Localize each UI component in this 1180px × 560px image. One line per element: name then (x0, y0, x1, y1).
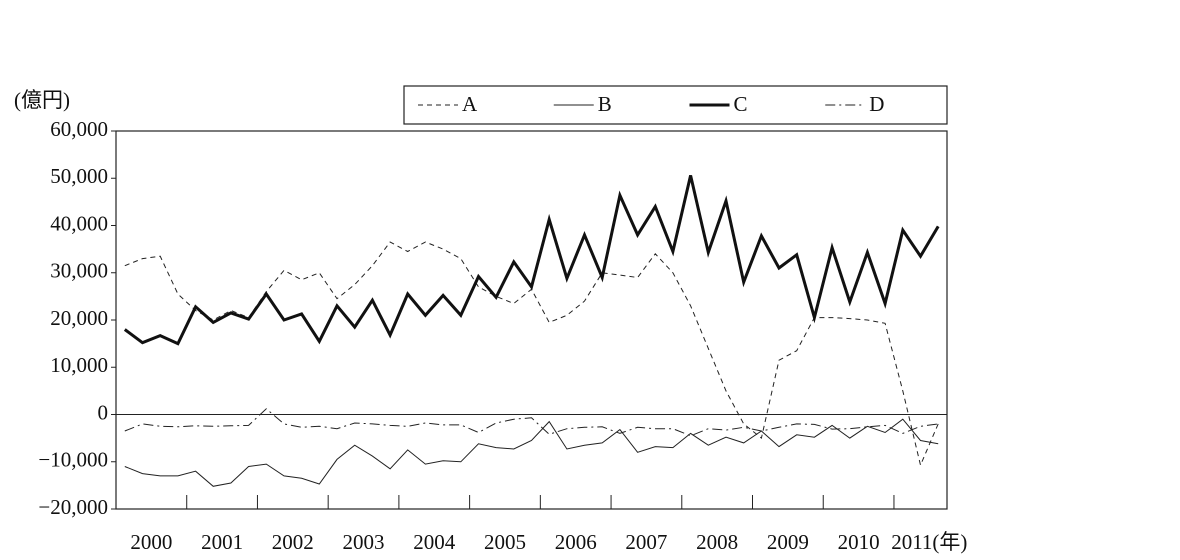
y-tick-label: 0 (98, 400, 109, 424)
series-line (124, 408, 939, 437)
legend-label: C (734, 92, 748, 116)
x-tick-label: 2004 (413, 530, 456, 554)
x-tick-label: 2009 (767, 530, 809, 554)
y-tick-label: −10,000 (38, 448, 108, 472)
x-tick-label: 2011(年) (891, 530, 967, 554)
legend-box (403, 85, 948, 125)
x-tick-label: 2006 (555, 530, 597, 554)
y-tick-label: 30,000 (50, 259, 108, 283)
plot-frame (115, 130, 948, 510)
x-tick-label: 2010 (838, 530, 880, 554)
y-tick-label: 60,000 (50, 117, 108, 141)
series-line (123, 175, 940, 346)
legend-label: D (869, 92, 884, 116)
legend-label: B (598, 92, 612, 116)
x-tick-label: 2000 (130, 530, 172, 554)
y-tick-label: 20,000 (50, 306, 108, 330)
x-tick-label: 2005 (484, 530, 526, 554)
x-tick-label: 2007 (625, 530, 667, 554)
y-tick-label: 10,000 (50, 353, 108, 377)
x-tick-label: 2003 (343, 530, 385, 554)
y-axis-label: (億円) (14, 88, 70, 112)
series-line (124, 418, 939, 487)
y-tick-label: 50,000 (50, 164, 108, 188)
y-tick-label: −20,000 (38, 495, 108, 519)
series-line (124, 241, 939, 467)
y-tick-label: 40,000 (50, 211, 108, 235)
x-tick-label: 2008 (696, 530, 738, 554)
x-tick-label: 2002 (272, 530, 314, 554)
x-tick-label: 2001 (201, 530, 243, 554)
legend-label: A (462, 92, 478, 116)
